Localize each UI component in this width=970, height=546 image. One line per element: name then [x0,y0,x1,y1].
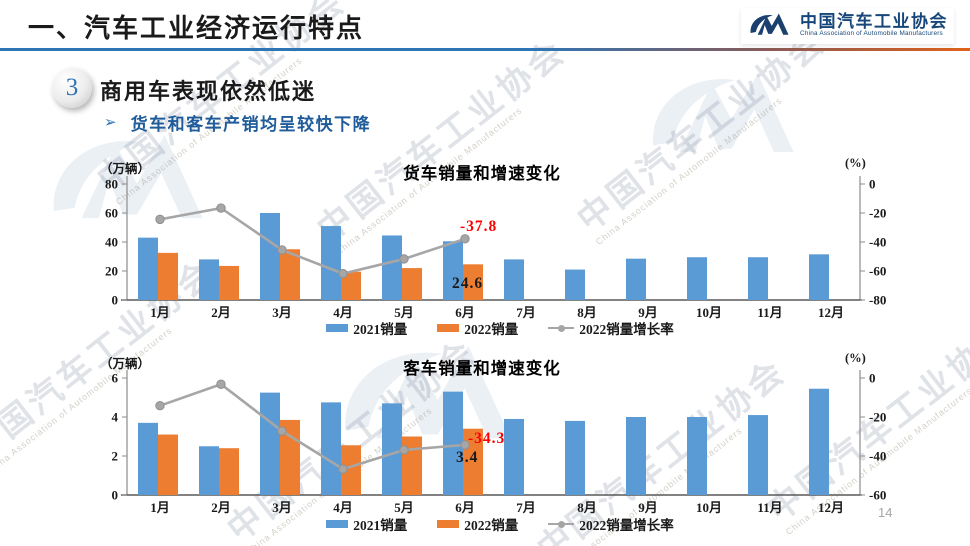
truck-left-axis-unit: （万辆） [100,162,151,176]
page-number: 14 [878,505,893,520]
caam-logo-subname: China Association of Automobile Manufact… [800,30,943,38]
svg-text:-80: -80 [869,293,886,308]
watermark-logo-icon [652,73,794,152]
truck-chart-legend: 2021销量 2022销量 2022销量增长率 [120,318,880,338]
legend-swatch-2022 [437,520,460,528]
header-rule [0,48,970,51]
legend-label-growth: 2022销量增长率 [579,322,674,337]
legend-item-growth: 2022销量增长率 [548,514,674,534]
svg-text:12月: 12月 [818,500,844,515]
svg-text:-60: -60 [869,264,886,279]
bars-2022 [158,419,483,495]
section-heading: 商用车表现依然低迷 [100,79,317,104]
legend-swatch-2021 [326,520,349,528]
svg-text:4: 4 [112,410,119,425]
svg-text:-20: -20 [869,206,886,221]
legend-label-2022: 2022销量 [464,322,519,337]
caam-logo-name: 中国汽车工业协会 [800,11,948,31]
svg-text:-20: -20 [869,410,886,425]
legend-item-2021: 2021销量 [326,318,407,338]
svg-text:5月: 5月 [394,500,414,515]
svg-text:2: 2 [112,449,119,464]
bullet-row: ➢ 货车和客车产销均呈较快下降 [104,110,371,135]
caam-logo-text: 中国汽车工业协会 China Association of Automobile… [800,11,948,38]
growth-line [155,203,470,279]
svg-text:3月: 3月 [272,500,292,515]
legend-item-2022: 2022销量 [437,514,518,534]
svg-text:40: 40 [105,235,118,250]
watermark: 中国汽车工业协会 China Association of Automobile… [310,32,574,258]
bus-sales-annotation: 3.4 [456,449,479,466]
bus-chart-title: 客车销量和增速变化 [403,360,561,378]
svg-text:1月: 1月 [150,500,170,515]
legend-line-swatch [548,324,575,333]
watermark: 中国汽车工业协会 China Association of Automobile… [760,312,970,537]
bus-right-axis-unit: (%) [845,351,866,365]
legend-item-growth: 2022销量增长率 [548,318,674,338]
svg-text:4月: 4月 [333,500,353,515]
svg-text:8月: 8月 [577,500,597,515]
legend-label-2021: 2021销量 [353,322,408,337]
truck-growth-annotation: -37.8 [460,218,498,235]
legend-label-2021: 2021销量 [353,518,408,533]
growth-line [155,379,470,474]
watermark-logo-icon [53,135,203,219]
legend-swatch-2022 [437,324,460,332]
bus-left-axis-unit: （万辆） [100,357,151,371]
svg-text:-40: -40 [869,235,886,250]
legend-line-swatch [548,520,575,529]
caam-logo: 中国汽车工业协会 China Association of Automobile… [741,8,954,44]
legend-label-2022: 2022销量 [464,518,519,533]
truck-sales-annotation: 24.6 [452,275,484,292]
bullet-text: 货车和客车产销均呈较快下降 [130,115,372,134]
svg-text:7月: 7月 [516,500,536,515]
svg-text:9月: 9月 [638,500,658,515]
section-number-badge: 3 [52,68,92,108]
bus-chart-legend: 2021销量 2022销量 2022销量增长率 [120,514,880,534]
svg-text:-60: -60 [869,488,886,503]
svg-text:6: 6 [112,371,119,386]
svg-text:10月: 10月 [696,500,722,515]
svg-text:80: 80 [105,177,118,192]
svg-text:20: 20 [105,264,118,279]
svg-text:-40: -40 [869,449,886,464]
svg-text:0: 0 [112,488,119,503]
page-title: 一、汽车工业经济运行特点 [28,13,365,43]
svg-text:11月: 11月 [757,500,782,515]
truck-chart-title: 货车销量和增速变化 [403,165,561,183]
truck-right-axis-unit: (%) [845,156,866,170]
svg-text:0: 0 [112,293,119,308]
bus-growth-annotation: -34.3 [468,430,506,447]
svg-text:60: 60 [105,206,118,221]
svg-text:0: 0 [869,177,876,192]
arrow-bullet-icon: ➢ [104,114,117,131]
svg-text:0: 0 [869,371,876,386]
bars-2022 [158,249,483,300]
legend-swatch-2021 [326,324,349,332]
legend-item-2021: 2021销量 [326,514,407,534]
svg-text:2月: 2月 [211,500,231,515]
legend-label-growth: 2022销量增长率 [579,518,674,533]
caam-logo-icon [750,13,789,35]
svg-text:6月: 6月 [455,500,475,515]
legend-item-2022: 2022销量 [437,318,518,338]
